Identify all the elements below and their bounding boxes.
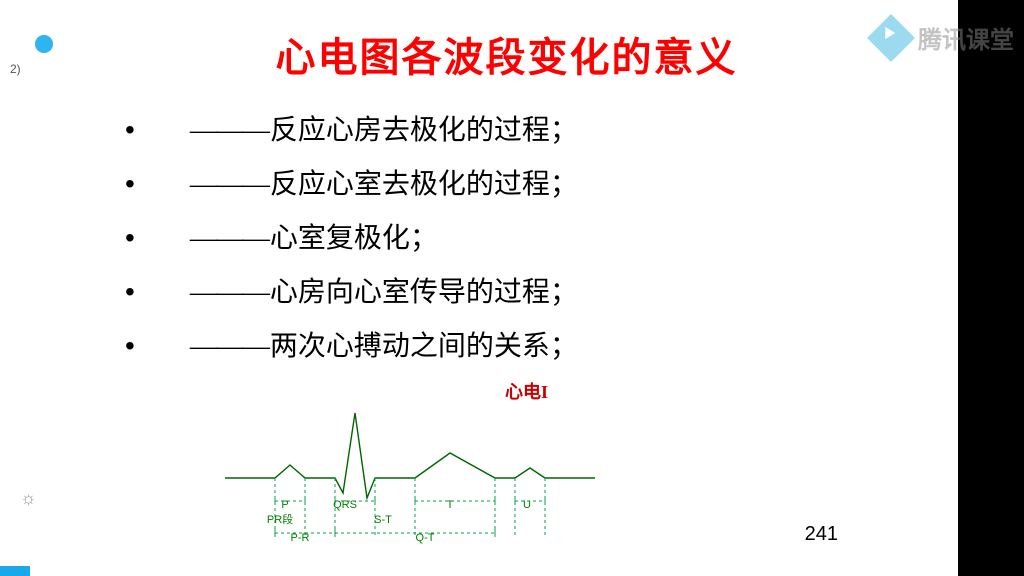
list-item: ———反应心室去极化的过程； (125, 162, 918, 202)
watermark-icon (867, 13, 915, 61)
corner-label: 2) (10, 62, 21, 76)
settings-icon[interactable]: ☼ (20, 488, 37, 509)
svg-text:PR段: PR段 (267, 512, 293, 526)
left-sidebar: 2) ☼ (0, 0, 55, 576)
svg-text:P: P (281, 499, 288, 511)
slide-title: 心电图各波段变化的意义 (95, 25, 918, 83)
slide-content: 心电图各波段变化的意义 ———反应心房去极化的过程； ———反应心室去极化的过程… (55, 0, 958, 576)
watermark: 腾讯课堂 (874, 20, 1014, 55)
ecg-waveform-svg: P QRS T U PR段 S-T P-R Q-T (215, 393, 635, 563)
svg-text:U: U (523, 499, 531, 511)
list-item: ———两次心搏动之间的关系； (125, 324, 918, 364)
list-item: ———心房向心室传导的过程； (125, 270, 918, 310)
app-stage: 2) ☼ × 心电图各波段变化的意义 ———反应心房去极化的过程； ———反应心… (0, 0, 1024, 576)
ecg-diagram-container: 心电I PQRSTUPR段S-TP-RQ-T (95, 378, 918, 568)
svg-text:P-R: P-R (291, 532, 310, 544)
record-icon[interactable] (35, 35, 53, 53)
right-black-bar (958, 0, 1024, 576)
bullet-list: ———反应心房去极化的过程； ———反应心室去极化的过程； ———心室复极化； … (95, 108, 918, 364)
bottom-accent (0, 566, 30, 576)
list-item: ———反应心房去极化的过程； (125, 108, 918, 148)
svg-text:S-T: S-T (374, 514, 392, 526)
page-number: 241 (805, 523, 838, 546)
svg-text:Q-T: Q-T (416, 532, 435, 544)
svg-text:QRS: QRS (333, 499, 357, 511)
list-item: ———心室复极化； (125, 216, 918, 256)
watermark-text: 腾讯课堂 (918, 20, 1014, 55)
svg-text:T: T (447, 499, 454, 511)
